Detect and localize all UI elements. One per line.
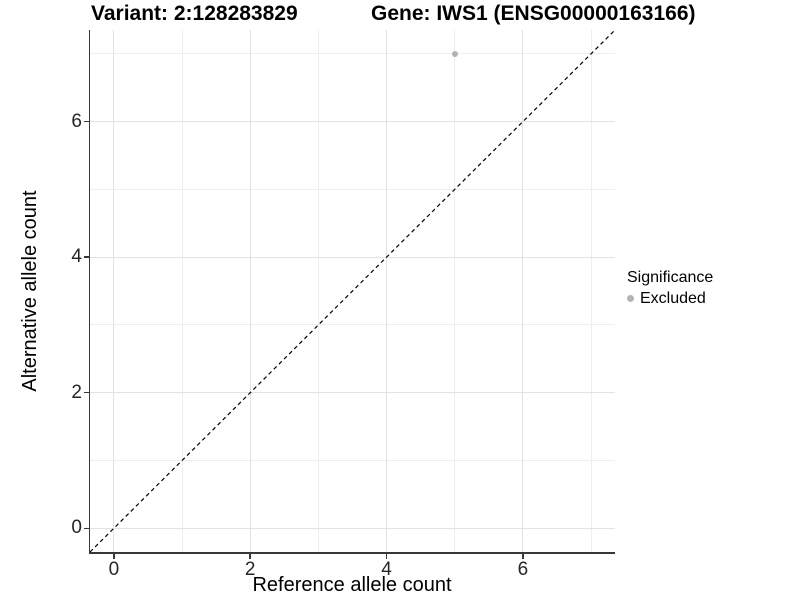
x-tick-label: 2 xyxy=(244,559,256,580)
x-tick-mark xyxy=(113,553,115,559)
x-tick-mark xyxy=(385,553,388,559)
x-tick-mark xyxy=(249,553,251,559)
legend-items: Excluded xyxy=(627,289,713,308)
plot-title-variant: Variant: 2:128283829 xyxy=(91,2,298,25)
y-gridline-major xyxy=(90,256,615,258)
x-gridline-major xyxy=(249,30,251,552)
x-gridline-major xyxy=(113,30,115,552)
x-axis-line xyxy=(88,552,615,554)
x-gridline-minor xyxy=(454,30,456,552)
y-tick-label: 2 xyxy=(71,381,82,403)
x-axis-title: Reference allele count xyxy=(252,574,452,596)
x-gridline-minor xyxy=(317,30,319,552)
y-tick-mark xyxy=(83,527,89,530)
x-gridline-minor xyxy=(590,30,592,552)
identity-reference-line xyxy=(89,29,616,553)
legend-title: Significance xyxy=(627,269,714,286)
y-tick-label: 4 xyxy=(71,246,82,268)
x-tick-label: 6 xyxy=(517,559,529,580)
x-tick-label: 4 xyxy=(381,559,392,580)
y-axis-line xyxy=(88,30,90,554)
y-gridline-minor xyxy=(90,459,615,461)
x-gridline-major xyxy=(386,30,388,552)
y-tick-label: 6 xyxy=(71,110,82,132)
legend-item: Excluded xyxy=(627,289,713,308)
y-axis-title: Alternative allele count xyxy=(19,190,41,392)
x-tick-mark xyxy=(522,553,524,559)
legend-key-dot xyxy=(627,295,634,302)
legend-item-label: Excluded xyxy=(640,290,706,307)
y-tick-mark xyxy=(83,120,89,123)
legend: Significance Excluded xyxy=(627,268,713,308)
plot-panel xyxy=(89,29,616,553)
identity-line-svg xyxy=(89,29,616,553)
y-tick-label: 0 xyxy=(71,517,82,539)
y-gridline-major xyxy=(90,527,615,529)
y-gridline-major xyxy=(90,121,615,123)
data-point xyxy=(451,50,458,57)
x-gridline-minor xyxy=(181,30,183,552)
y-tick-mark xyxy=(83,256,89,258)
y-gridline-minor xyxy=(90,188,615,190)
x-gridline-major xyxy=(522,30,524,552)
plot-title-gene: Gene: IWS1 (ENSG00000163166) xyxy=(371,2,696,25)
x-tick-label: 0 xyxy=(108,559,120,580)
y-gridline-major xyxy=(90,392,615,394)
y-gridline-minor xyxy=(90,53,615,55)
y-tick-mark xyxy=(83,391,89,394)
y-gridline-minor xyxy=(90,324,615,326)
